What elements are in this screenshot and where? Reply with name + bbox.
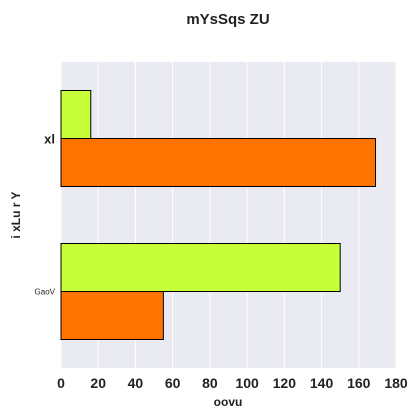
- x-tick-label: 80: [202, 375, 218, 391]
- x-tick-label: 140: [310, 375, 334, 391]
- x-tick-label: 100: [235, 375, 259, 391]
- x-tick-label: 120: [273, 375, 297, 391]
- x-axis-label: oovu: [214, 395, 243, 409]
- grid-lines: [60, 62, 397, 368]
- x-tick-label: 20: [90, 375, 106, 391]
- x-tick-label: 180: [384, 375, 408, 391]
- chart-title: mYsSqs ZU: [186, 11, 269, 28]
- bar-xl-s1: [60, 138, 377, 187]
- bar-GaoV-s1: [60, 291, 164, 340]
- x-tick-labels: 0 20 40 60 80 100 120 140 160 180: [57, 375, 408, 391]
- y-tick-label: GaoV: [35, 288, 56, 297]
- bars-group: [60, 90, 377, 340]
- x-tick-label: 0: [57, 375, 65, 391]
- y-tick-label: xl: [44, 132, 55, 147]
- bar-GaoV-s0: [60, 243, 341, 292]
- x-tick-label: 40: [128, 375, 144, 391]
- x-tick-label: 60: [165, 375, 181, 391]
- y-tick-labels: xl GaoV: [35, 132, 56, 297]
- x-tick-label: 160: [347, 375, 371, 391]
- y-axis-label: i xLu r Y: [9, 191, 23, 238]
- bar-xl-s0: [60, 90, 92, 139]
